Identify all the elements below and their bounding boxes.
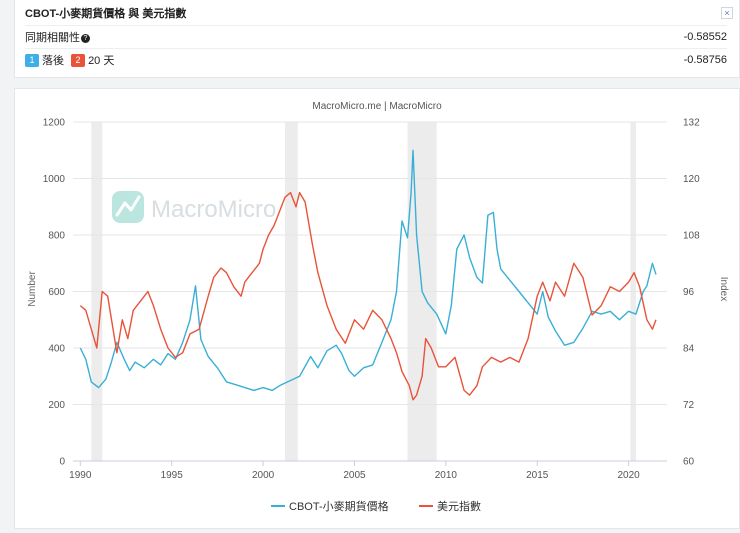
legend-item-1[interactable]: CBOT-小麥期貨價格 xyxy=(271,499,389,513)
lag-period: 20 天 xyxy=(88,55,115,67)
right-tick-label: 108 xyxy=(683,231,700,242)
x-tick-label: 1995 xyxy=(161,470,184,481)
right-tick-label: 120 xyxy=(683,174,700,185)
legend-label: 美元指數 xyxy=(437,499,481,513)
left-tick-label: 200 xyxy=(48,400,65,411)
correlation-value: -0.58552 xyxy=(683,31,727,43)
watermark-logo-icon xyxy=(112,191,144,223)
left-tick-label: 800 xyxy=(48,231,65,242)
x-tick-label: 2005 xyxy=(343,470,366,481)
watermark-text: MacroMicro xyxy=(151,196,276,223)
close-button[interactable]: × xyxy=(721,7,733,19)
left-axis-label: Number xyxy=(27,271,38,307)
x-tick-label: 1990 xyxy=(69,470,92,481)
right-tick-label: 132 xyxy=(683,118,700,129)
legend-label: CBOT-小麥期貨價格 xyxy=(289,499,389,513)
x-tick-label: 2020 xyxy=(617,470,640,481)
right-tick-label: 72 xyxy=(683,400,695,411)
lag-label: 落後 xyxy=(42,55,64,67)
left-tick-label: 0 xyxy=(59,457,65,468)
lag-badge-2[interactable]: 2 xyxy=(71,54,86,67)
x-tick-label: 2015 xyxy=(526,470,549,481)
lag-correlation-value: -0.58756 xyxy=(683,54,727,66)
lag-controls: 1 落後 2 20 天 xyxy=(25,52,114,68)
help-icon[interactable]: ? xyxy=(81,34,90,43)
right-axis-label: Index xyxy=(718,277,729,301)
right-tick-label: 84 xyxy=(683,344,695,355)
series-line-2[interactable] xyxy=(79,191,657,401)
series-line-1[interactable] xyxy=(79,149,657,392)
watermark: MacroMicro xyxy=(112,191,276,223)
lag-badge-1[interactable]: 1 xyxy=(25,54,39,67)
left-tick-label: 400 xyxy=(48,344,65,355)
right-tick-label: 96 xyxy=(683,287,695,298)
lag-row: 1 落後 2 20 天 -0.58756 xyxy=(25,48,727,71)
panel-title: CBOT-小麥期貨價格 與 美元指數 xyxy=(25,8,187,20)
x-tick-label: 2000 xyxy=(252,470,275,481)
legend-item-2[interactable]: 美元指數 xyxy=(419,499,481,513)
left-tick-label: 1000 xyxy=(43,174,66,185)
right-tick-label: 60 xyxy=(683,457,695,468)
correlation-label: 同期相關性 xyxy=(25,32,80,44)
correlation-panel: CBOT-小麥期貨價格 與 美元指數 × 同期相關性? -0.58552 1 落後… xyxy=(14,0,740,78)
chart-credit: MacroMicro.me | MacroMicro xyxy=(312,101,442,112)
line-chart: MacroMicro MacroMicro.me | MacroMicro 0 2… xyxy=(27,101,729,513)
x-tick-label: 2010 xyxy=(435,470,458,481)
chart-container: MacroMicro MacroMicro.me | MacroMicro 0 2… xyxy=(14,88,740,529)
correlation-label-wrap: 同期相關性? xyxy=(25,29,90,45)
left-tick-label: 600 xyxy=(48,287,65,298)
left-tick-label: 1200 xyxy=(43,118,66,129)
correlation-row: 同期相關性? -0.58552 xyxy=(25,25,727,48)
